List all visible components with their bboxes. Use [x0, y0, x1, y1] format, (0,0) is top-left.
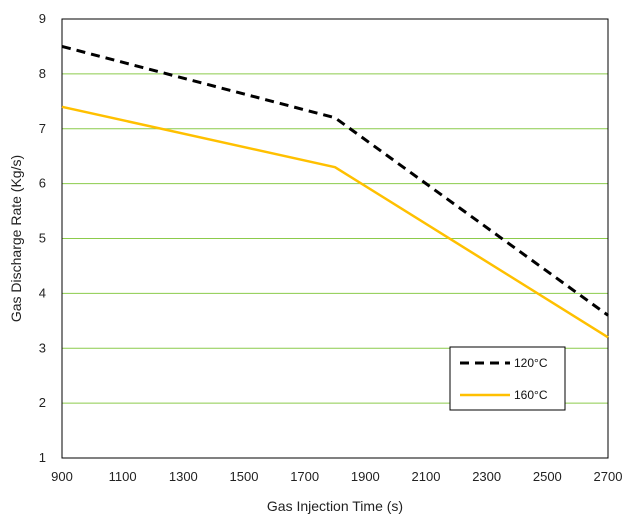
x-tick-label: 2300: [472, 469, 501, 484]
y-tick-labels: 1 2 3 4 5 6 7 8 9: [39, 11, 46, 465]
y-tick-label: 3: [39, 340, 46, 355]
y-tick-label: 4: [39, 285, 46, 300]
legend: 120°C 160°C: [449, 346, 566, 411]
y-tick-label: 9: [39, 11, 46, 26]
x-tick-label: 1500: [230, 469, 259, 484]
series-line-1: [61, 105, 609, 339]
plot-area-frame: [61, 18, 609, 459]
y-tick-label: 1: [39, 450, 46, 465]
x-tick-label: 2500: [533, 469, 562, 484]
x-tick-label: 2100: [412, 469, 441, 484]
x-tick-labels: 900 1100 1300 1500 1700 1900 2100 2300 2500 2700: [51, 469, 622, 484]
y-tick-label: 7: [39, 121, 46, 136]
legend-label-160c: 160°C: [514, 388, 548, 402]
series-line-0: [61, 44, 609, 317]
x-tick-label: 1300: [169, 469, 198, 484]
x-tick-label: 900: [51, 469, 73, 484]
legend-box: [449, 346, 566, 411]
y-axis-title: Gas Discharge Rate (Kg/s): [8, 155, 24, 322]
x-tick-label: 1900: [351, 469, 380, 484]
y-tick-label: 2: [39, 395, 46, 410]
x-tick-label: 1700: [290, 469, 319, 484]
x-axis-title: Gas Injection Time (s): [267, 498, 403, 514]
grid-lines: [62, 73, 608, 404]
y-tick-label: 6: [39, 176, 46, 191]
y-tick-label: 8: [39, 66, 46, 81]
series-lines: [61, 44, 609, 339]
legend-label-120c: 120°C: [514, 356, 548, 370]
y-tick-label: 5: [39, 231, 46, 246]
x-tick-label: 2700: [594, 469, 623, 484]
x-tick-label: 1100: [109, 469, 137, 484]
